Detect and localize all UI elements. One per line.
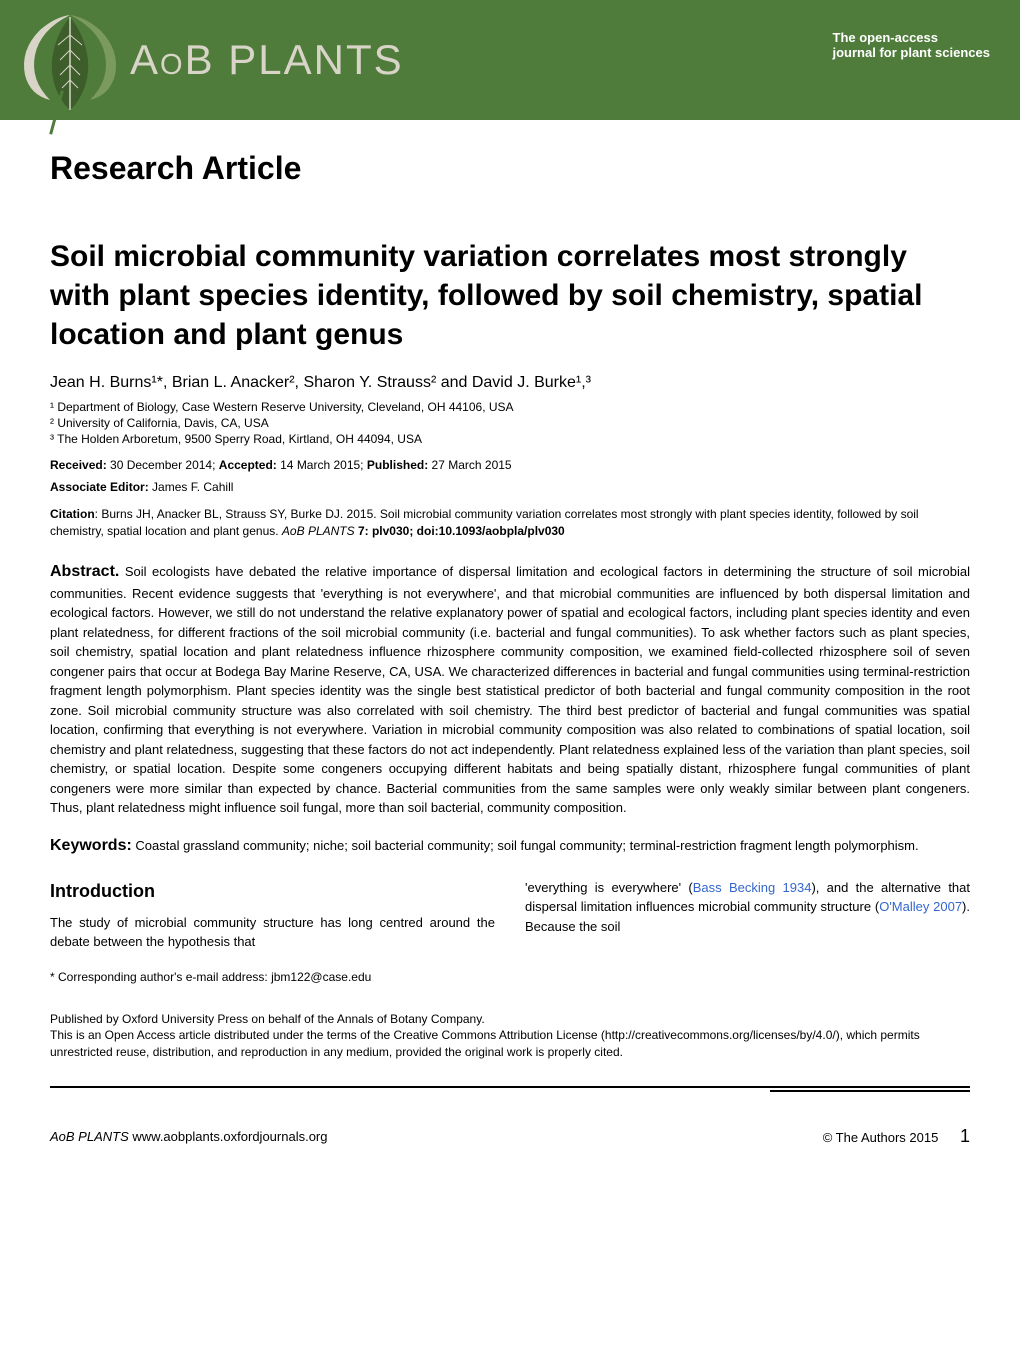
editor-label: Associate Editor:: [50, 480, 149, 494]
affiliations: ¹ Department of Biology, Case Western Re…: [50, 400, 970, 446]
tagline: The open-access journal for plant scienc…: [833, 30, 991, 60]
leaf-icon: [10, 5, 130, 120]
published-date: 27 March 2015: [428, 458, 511, 472]
page-footer: AoB PLANTS www.aobplants.oxfordjournals.…: [0, 1126, 1020, 1167]
page-number: 1: [960, 1126, 970, 1146]
intro-col1-text: The study of microbial community structu…: [50, 915, 495, 950]
affiliation-1: ¹ Department of Biology, Case Western Re…: [50, 400, 970, 414]
received-date: 30 December 2014;: [107, 458, 219, 472]
editor-name: James F. Cahill: [149, 480, 234, 494]
footer-divider: [50, 1086, 970, 1088]
tagline-line1: The open-access: [833, 30, 991, 45]
publisher-info: Published by Oxford University Press on …: [50, 1011, 970, 1061]
footer-url: www.aobplants.oxfordjournals.org: [129, 1129, 328, 1144]
citation-text2: 7: plv030; doi:10.1093/aobpla/plv030: [355, 524, 565, 538]
affiliation-3: ³ The Holden Arboretum, 9500 Sperry Road…: [50, 432, 970, 446]
article-title: Soil microbial community variation corre…: [50, 237, 970, 354]
footer-right: © The Authors 2015 1: [823, 1126, 970, 1147]
reference-link-2[interactable]: O'Malley 2007: [879, 899, 962, 914]
associate-editor: Associate Editor: James F. Cahill: [50, 480, 970, 494]
footer-divider-short: [770, 1090, 970, 1092]
intro-col2-pre: 'everything is everywhere' (: [525, 880, 693, 895]
corresponding-author: * Corresponding author's e-mail address:…: [50, 968, 495, 986]
article-type-section: Research Article: [0, 120, 1020, 237]
article-type: Research Article: [50, 150, 970, 187]
publication-dates: Received: 30 December 2014; Accepted: 14…: [50, 458, 970, 472]
publisher-line2: This is an Open Access article distribut…: [50, 1027, 970, 1061]
tagline-line2: journal for plant sciences: [833, 45, 991, 60]
affiliation-2: ² University of California, Davis, CA, U…: [50, 416, 970, 430]
accepted-date: 14 March 2015;: [277, 458, 367, 472]
footer-journal: AoB PLANTS: [50, 1129, 129, 1144]
citation-journal: AoB PLANTS: [282, 524, 355, 538]
footer-copyright: © The Authors 2015: [823, 1130, 939, 1145]
accepted-label: Accepted:: [219, 458, 277, 472]
footer-left: AoB PLANTS www.aobplants.oxfordjournals.…: [50, 1129, 328, 1144]
introduction-columns: Introduction The study of microbial comm…: [50, 878, 970, 986]
reference-link-1[interactable]: Bass Becking 1934: [693, 880, 812, 895]
article-content: Soil microbial community variation corre…: [0, 237, 1020, 1126]
published-label: Published:: [367, 458, 428, 472]
intro-column-1: Introduction The study of microbial comm…: [50, 878, 495, 986]
journal-banner: AoB PLANTS The open-access journal for p…: [0, 0, 1020, 120]
journal-name: AoB PLANTS: [130, 36, 404, 84]
citation-label: Citation: [50, 507, 95, 521]
abstract-text: Soil ecologists have debated the relativ…: [50, 564, 970, 816]
citation: Citation: Burns JH, Anacker BL, Strauss …: [50, 506, 970, 540]
intro-column-2: 'everything is everywhere' (Bass Becking…: [525, 878, 970, 986]
abstract: Abstract. Soil ecologists have debated t…: [50, 560, 970, 818]
keywords-text: Coastal grassland community; niche; soil…: [132, 838, 919, 853]
intro-heading: Introduction: [50, 878, 495, 905]
received-label: Received:: [50, 458, 107, 472]
keywords: Keywords: Coastal grassland community; n…: [50, 834, 970, 858]
authors: Jean H. Burns¹*, Brian L. Anacker², Shar…: [50, 374, 970, 392]
publisher-line1: Published by Oxford University Press on …: [50, 1011, 970, 1028]
keywords-label: Keywords:: [50, 837, 132, 854]
abstract-label: Abstract.: [50, 563, 119, 580]
